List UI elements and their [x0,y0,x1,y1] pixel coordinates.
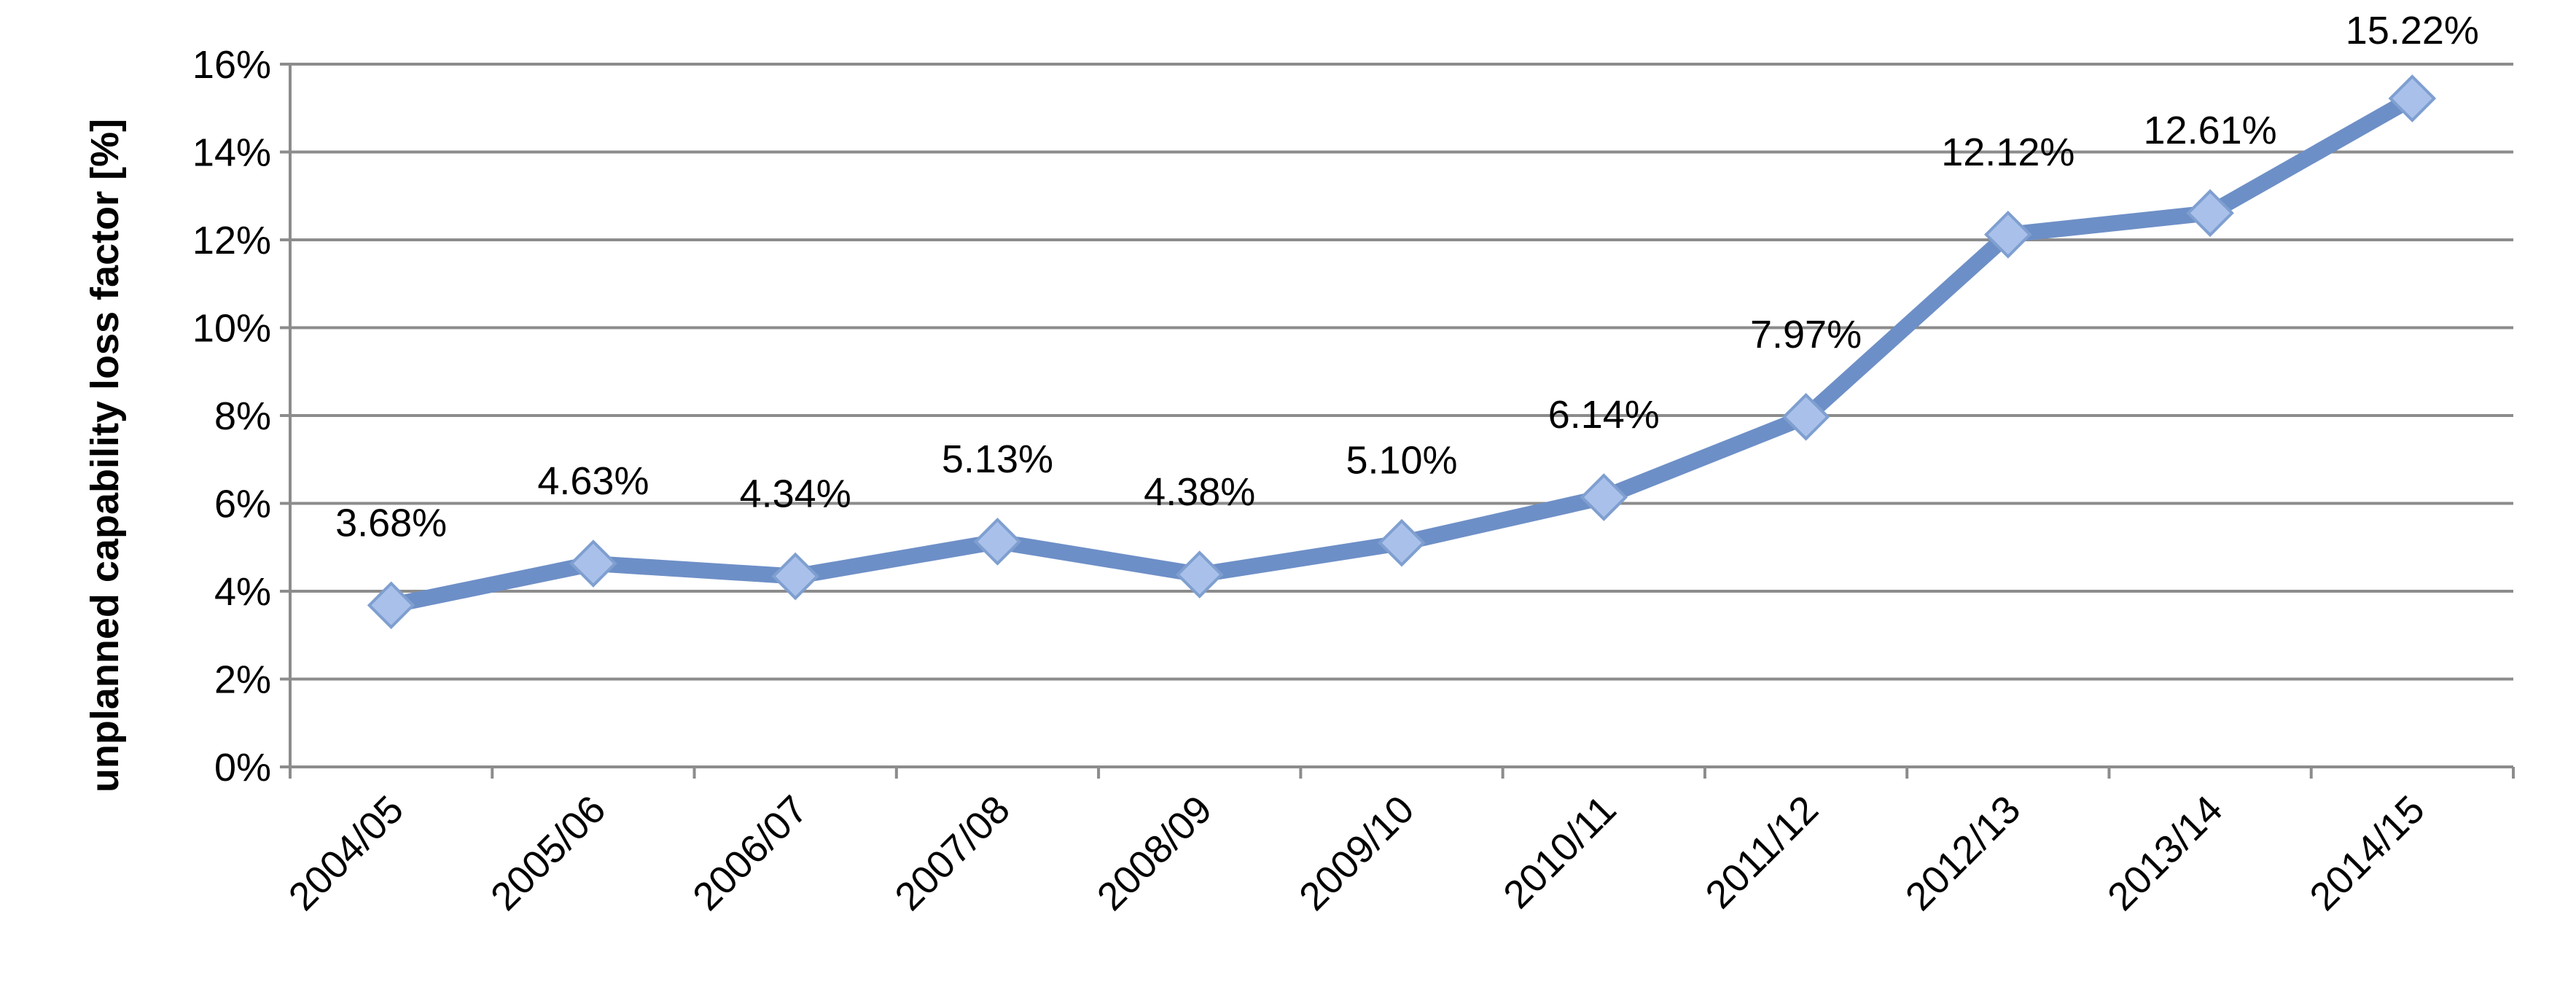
y-tick-label: 4% [214,570,271,614]
y-tick-label: 6% [214,483,271,526]
x-tick-label: 2012/13 [1897,787,2029,919]
y-tick-label: 14% [192,131,271,175]
x-tick-labels: 2004/05 2005/06 2006/07 2007/08 2008/09 2009/… [281,787,2433,919]
data-label: 7.97% [1750,313,1862,356]
data-label: 4.63% [537,459,649,503]
data-point-marker [771,552,820,601]
data-label: 5.10% [1346,439,1457,483]
gridlines [290,63,2513,681]
data-label: 4.34% [740,472,851,516]
data-point-marker [1580,473,1628,521]
data-point-marker [973,518,1022,566]
y-tick-label: 2% [214,658,271,702]
data-labels: 3.68% 4.63% 4.34% 5.13% 4.38% 5.10% 6.14% 7.97%… [335,9,2479,545]
y-axis-title: unplanned capability loss factor [%] [83,119,127,792]
data-point-marker [2388,74,2437,122]
x-tick-label: 2014/15 [2301,787,2432,919]
y-tick-labels: 0% 2% 4% 6% 8% 10% 12% 14% 16% [192,43,271,790]
data-label: 4.38% [1144,470,1255,514]
x-tick-label: 2010/11 [1495,787,1625,917]
x-tick-label: 2006/07 [684,787,816,919]
x-tick-label: 2007/08 [886,787,1018,919]
data-label: 12.12% [1941,130,2075,174]
data-point-marker [1378,518,1426,567]
y-tick-label: 10% [192,307,271,351]
data-point-marker [1983,210,2032,259]
y-tick-label: 8% [214,394,271,438]
x-tick-label: 2005/06 [483,787,614,919]
x-tick-label: 2011/12 [1697,787,1827,917]
data-label: 15.22% [2346,9,2479,52]
axes [280,63,2515,779]
data-point-marker [367,581,415,630]
data-point-marker [1781,392,1830,441]
data-point-marker [2186,189,2234,238]
y-tick-label: 0% [214,746,271,790]
data-label: 6.14% [1548,393,1660,437]
x-tick-label: 2008/09 [1089,787,1220,919]
data-label: 3.68% [335,501,447,545]
data-label: 12.61% [2144,109,2277,152]
data-label: 5.13% [942,437,1053,481]
x-tick-label: 2013/14 [2099,787,2230,919]
y-tick-label: 12% [192,219,271,262]
data-point-marker [1175,550,1224,599]
series-group [367,74,2437,630]
y-tick-label: 16% [192,43,271,87]
x-tick-label: 2009/10 [1291,787,1422,919]
data-point-marker [569,539,617,588]
x-tick-label: 2004/05 [281,787,412,919]
